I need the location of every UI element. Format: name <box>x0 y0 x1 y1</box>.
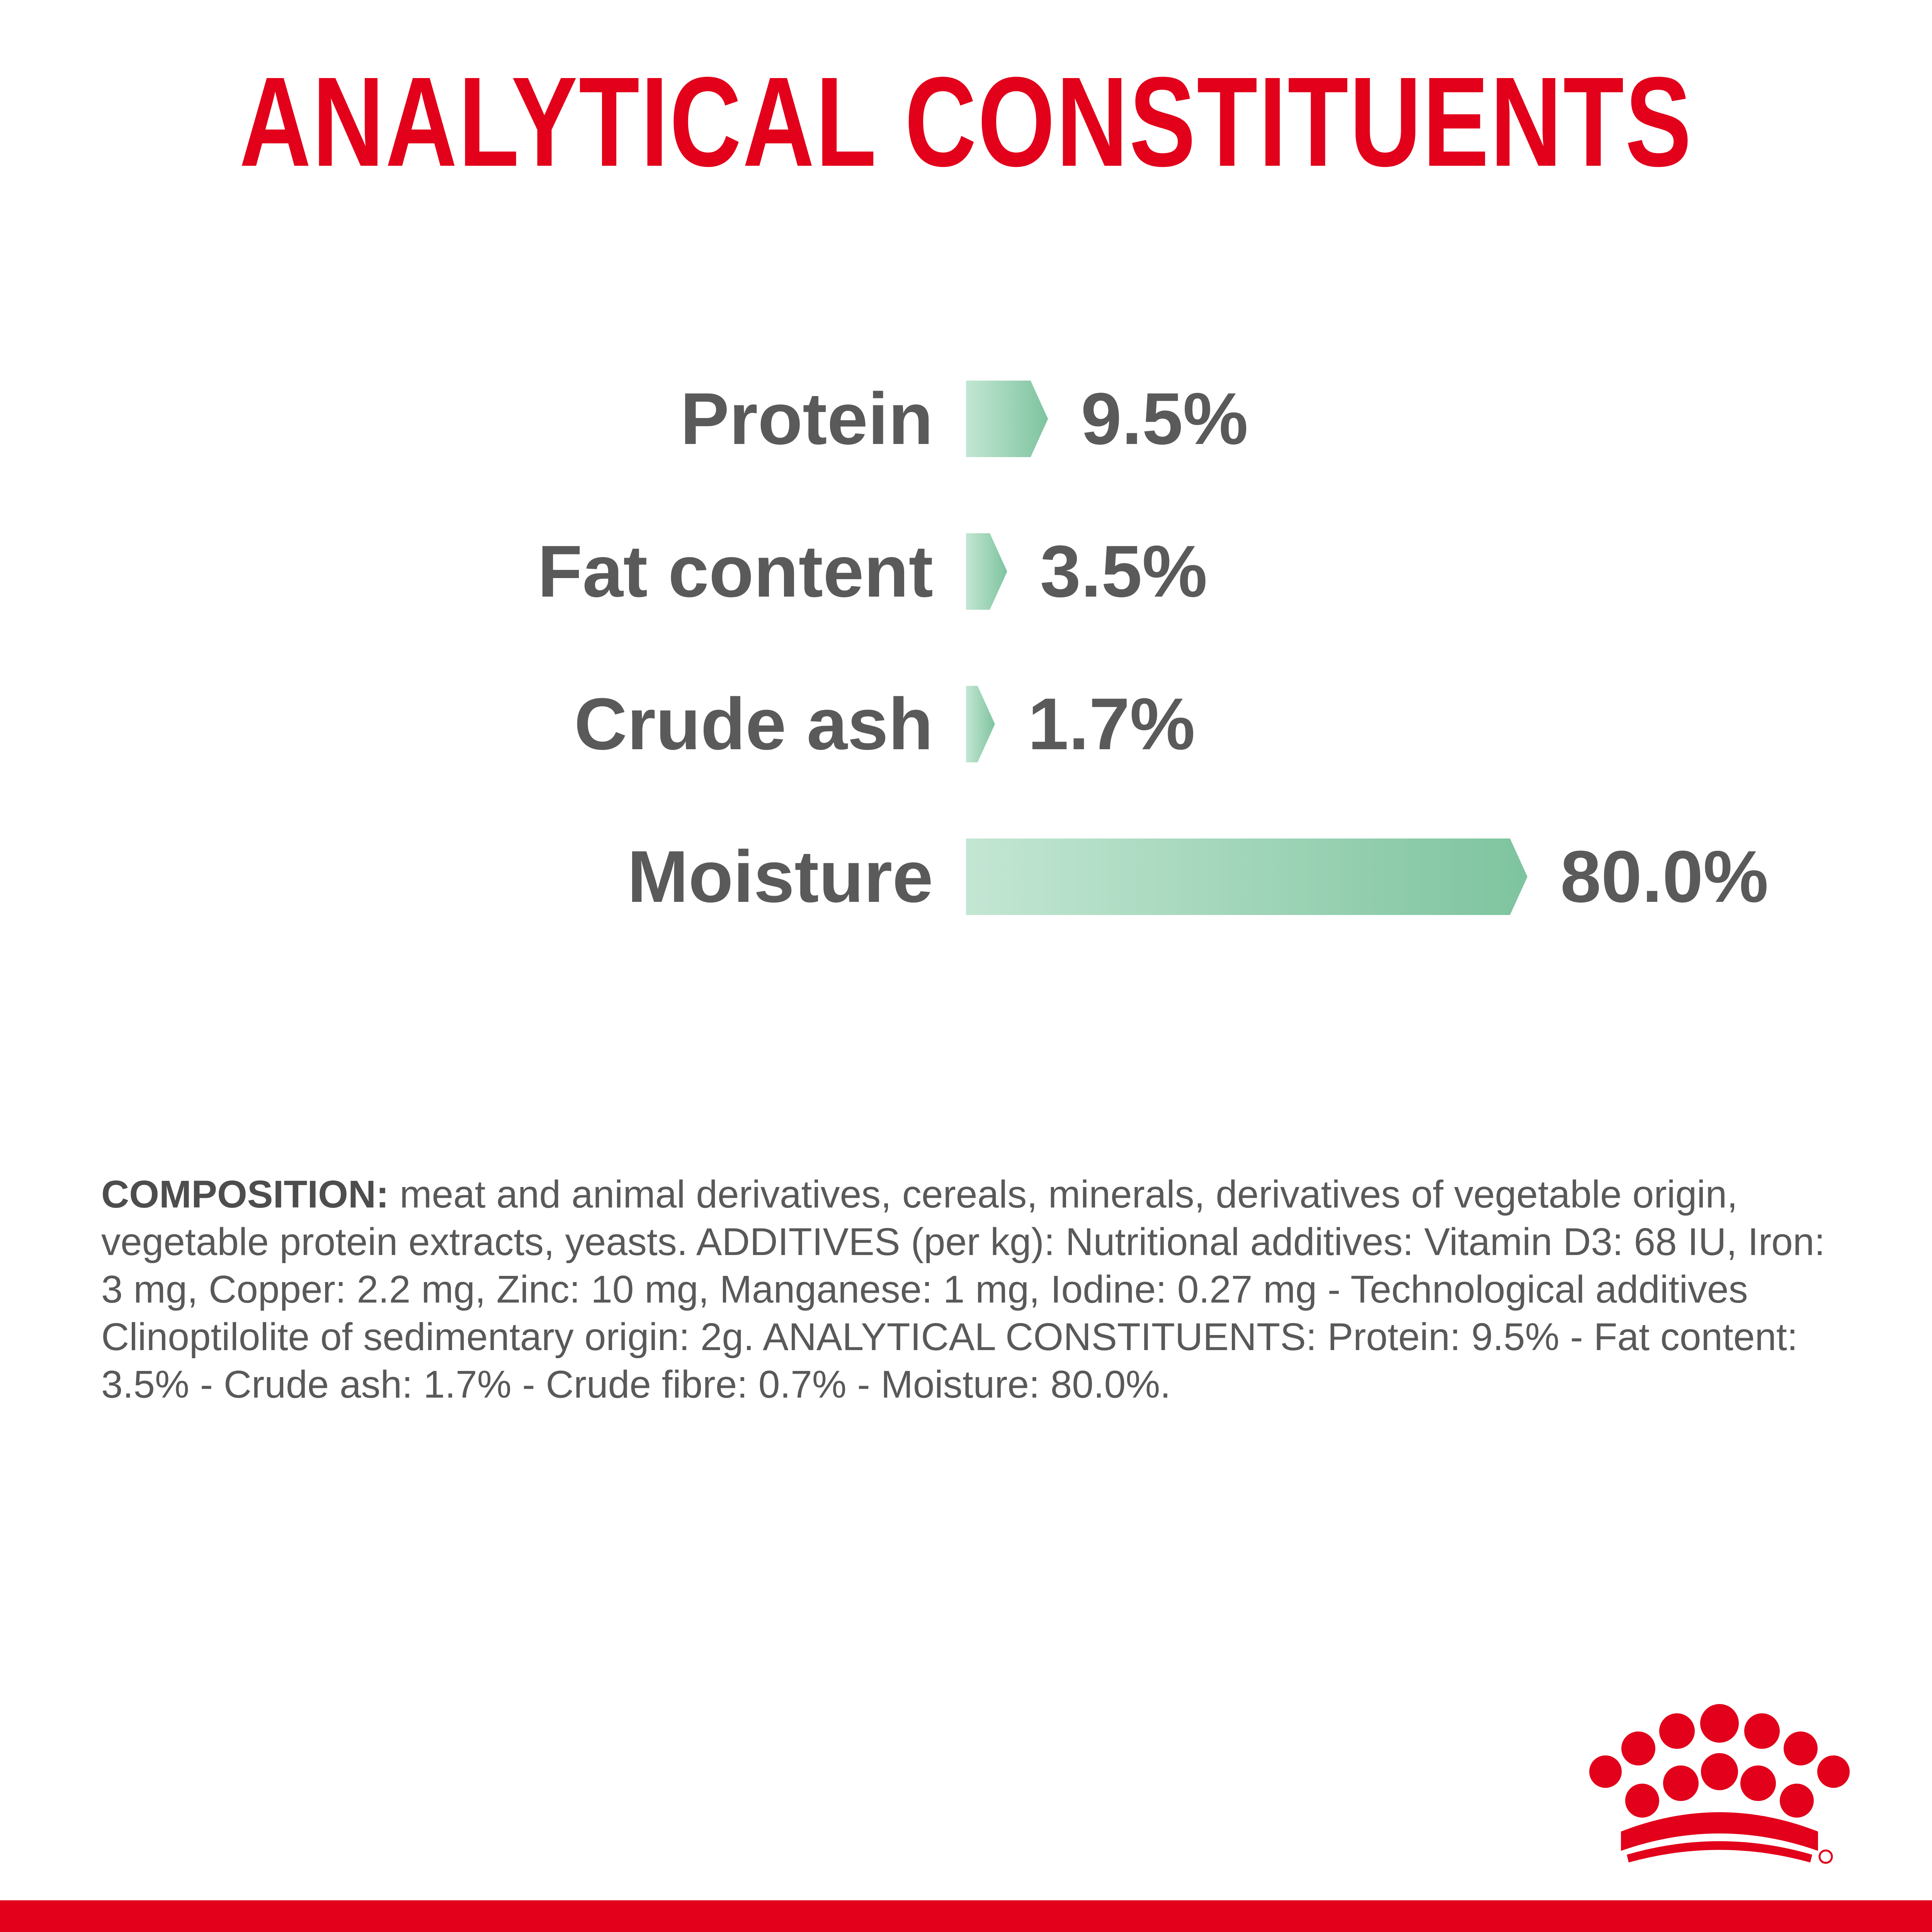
value-label: 80.0% <box>1560 836 1769 918</box>
category-label: Crude ash <box>574 683 933 765</box>
bar <box>966 686 995 762</box>
category-label: Fat content <box>537 531 933 612</box>
category-label: Moisture <box>627 836 933 918</box>
bar <box>966 533 1007 610</box>
bar <box>966 381 1048 457</box>
composition-body: meat and animal derivatives, cereals, mi… <box>101 1173 1825 1406</box>
page-title: ANALYTICAL CONSTITUENTS <box>239 50 1693 193</box>
value-label: 9.5% <box>1081 378 1248 460</box>
constituents-bar-chart: Protein 9.5% Fat content 3.5% Crude ash 1.7% M… <box>537 378 1769 918</box>
crown-logo <box>1589 1704 1850 1864</box>
composition-label: COMPOSITION: <box>101 1173 389 1216</box>
value-label: 3.5% <box>1040 531 1208 612</box>
bar <box>966 838 1527 915</box>
footer-bar <box>0 1900 1932 1932</box>
composition-text: COMPOSITION: meat and animal derivatives… <box>101 1171 1840 1408</box>
value-label: 1.7% <box>1028 683 1195 765</box>
category-label: Protein <box>680 378 933 460</box>
